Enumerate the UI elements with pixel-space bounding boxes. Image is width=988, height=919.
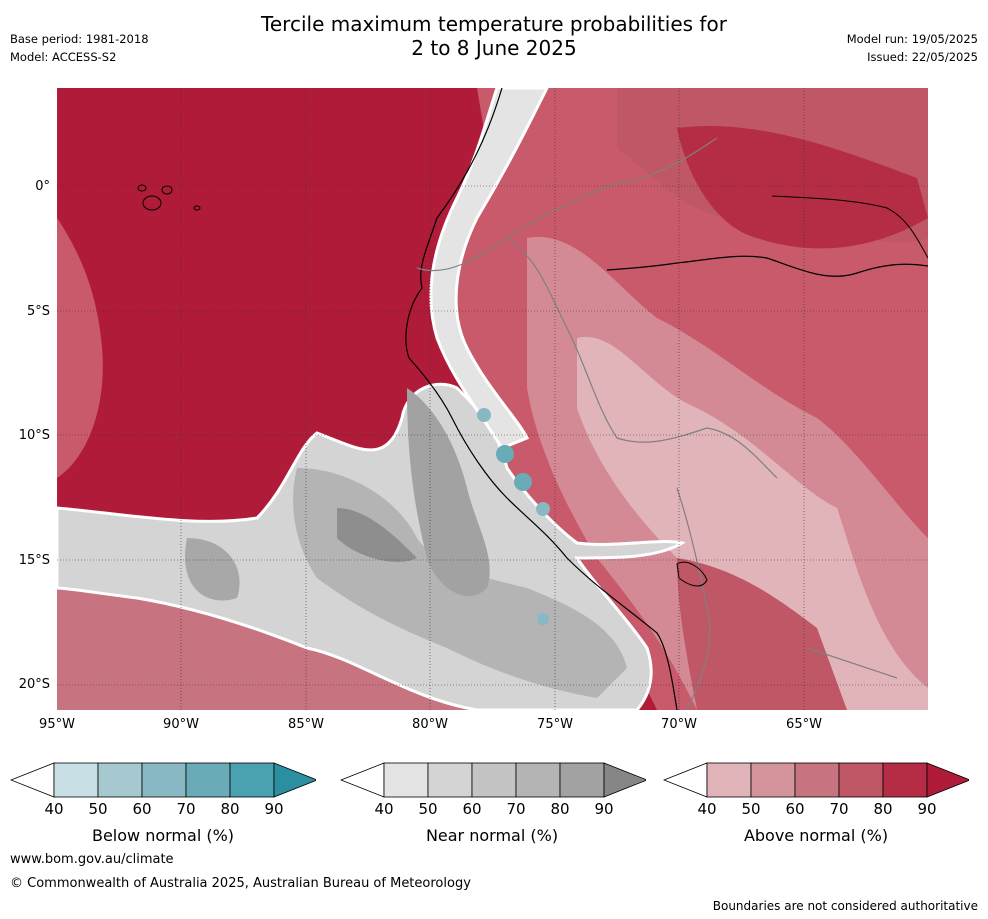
amazon-above-normal-90 <box>677 126 928 249</box>
below-normal-patch-5 <box>537 613 549 625</box>
colorbar-below-normal-swatch-3 <box>185 762 231 798</box>
meta-left: Base period: 1981-2018 Model: ACCESS-S2 <box>10 30 149 66</box>
chart-title-line1: Tercile maximum temperature probabilitie… <box>261 12 727 36</box>
chart-title: Tercile maximum temperature probabilitie… <box>0 12 988 60</box>
colorbar-near-normal-tick-90: 90 <box>594 800 614 818</box>
lon-label-65w: 65°W <box>786 717 822 732</box>
colorbar-above-normal-label: Above normal (%) <box>743 826 889 845</box>
colorbar-below-normal-swatch-0 <box>53 762 99 798</box>
colorbar-below-normal <box>10 762 316 798</box>
colorbar-above-normal-tick-80: 80 <box>873 800 893 818</box>
colorbar-above-normal-high-extension <box>926 762 969 798</box>
colorbar-above-normal-swatch-1 <box>750 762 796 798</box>
colorbar-near-normal-swatch-4 <box>559 762 605 798</box>
meta-right: Model run: 19/05/2025 Issued: 22/05/2025 <box>847 30 978 66</box>
colorbar-below-normal-swatch-2 <box>141 762 187 798</box>
lon-label-85w: 85°W <box>288 717 324 732</box>
colorbar-above-normal-swatch-0 <box>706 762 752 798</box>
colorbar-above-normal-swatch-2 <box>794 762 840 798</box>
continent-above-normal-40 <box>577 336 928 710</box>
chart-title-line2: 2 to 8 June 2025 <box>411 36 577 60</box>
lat-label-15s: 15°S <box>18 553 50 568</box>
galapagos-islands <box>137 184 201 211</box>
colorbar-near-normal <box>340 762 646 798</box>
colorbar-above-normal-tick-90: 90 <box>917 800 937 818</box>
boundaries-note: Boundaries are not considered authoritat… <box>712 899 978 913</box>
colorbar-near-normal-low-extension <box>340 762 385 798</box>
lon-label-90w: 90°W <box>163 717 199 732</box>
colorbar-above-normal-tick-60: 60 <box>785 800 805 818</box>
below-normal-patch-3 <box>514 473 532 491</box>
colorbar-below-normal-low-extension <box>10 762 55 798</box>
colorbar-above-normal-low-extension <box>663 762 708 798</box>
model-name: Model: ACCESS-S2 <box>10 50 117 64</box>
lat-label-0: 0° <box>35 179 50 194</box>
colorbar-near-normal-tick-70: 70 <box>506 800 526 818</box>
coastline <box>405 88 678 710</box>
colorbar-above-normal-tick-50: 50 <box>741 800 761 818</box>
colorbar-below-normal-swatch-1 <box>97 762 143 798</box>
colorbar-above-normal-tick-70: 70 <box>829 800 849 818</box>
near-normal-80 <box>337 508 417 562</box>
below-normal-patch-2 <box>496 445 514 463</box>
colorbar-near-normal-tick-40: 40 <box>374 800 394 818</box>
gridlines <box>57 88 928 710</box>
lat-label-5s: 5°S <box>26 304 50 319</box>
colorbar-near-normal-swatch-0 <box>383 762 429 798</box>
colorbar-near-normal-high-extension <box>603 762 646 798</box>
lon-label-80w: 80°W <box>412 717 448 732</box>
coastal-near-normal-strip <box>429 88 549 450</box>
colorbar-near-normal-tick-60: 60 <box>462 800 482 818</box>
issued-date: Issued: 22/05/2025 <box>867 50 978 64</box>
footer-copyright: © Commonwealth of Australia 2025, Austra… <box>10 876 471 891</box>
model-run: Model run: 19/05/2025 <box>846 32 978 46</box>
colorbar-near-normal-swatch-3 <box>515 762 561 798</box>
below-normal-patch-1 <box>477 408 491 422</box>
near-normal-70 <box>407 388 490 597</box>
colorbar-above-normal-tick-40: 40 <box>697 800 717 818</box>
below-normal-patch-4 <box>536 502 550 516</box>
colorbar-below-normal-tick-60: 60 <box>132 800 152 818</box>
base-period: Base period: 1981-2018 <box>10 32 149 46</box>
colorbar-near-normal-label: Near normal (%) <box>425 826 559 845</box>
lon-label-95w: 95°W <box>39 717 75 732</box>
colorbar-below-normal-swatch-4 <box>229 762 275 798</box>
west-near-normal-patch <box>185 538 240 601</box>
colorbar-below-normal-tick-80: 80 <box>220 800 240 818</box>
colorbar-above-normal <box>663 762 969 798</box>
colorbar-below-normal-tick-70: 70 <box>176 800 196 818</box>
northern-river <box>771 195 928 259</box>
colorbar-near-normal-tick-50: 50 <box>418 800 438 818</box>
colorbar-below-normal-label: Below normal (%) <box>91 826 235 845</box>
colorbar-near-normal-swatch-2 <box>471 762 517 798</box>
lat-label-10s: 10°S <box>18 428 50 443</box>
lon-label-70w: 70°W <box>661 717 697 732</box>
colorbar-below-normal-tick-90: 90 <box>264 800 284 818</box>
probability-map <box>57 88 928 710</box>
southeast-above-normal-70 <box>677 558 847 710</box>
lon-label-75w: 75°W <box>537 717 573 732</box>
footer-url: www.bom.gov.au/climate <box>10 852 174 867</box>
lake-titicaca <box>676 561 708 587</box>
colorbar-above-normal-swatch-4 <box>882 762 928 798</box>
colorbar-below-normal-tick-50: 50 <box>88 800 108 818</box>
west-ocean-above-normal-70 <box>57 218 103 478</box>
country-borders <box>416 137 898 710</box>
colorbar-near-normal-swatch-1 <box>427 762 473 798</box>
colorbar-near-normal-tick-80: 80 <box>550 800 570 818</box>
colorbar-below-normal-tick-40: 40 <box>44 800 64 818</box>
amazon-river <box>606 255 928 277</box>
lat-label-20s: 20°S <box>18 677 50 692</box>
colorbar-below-normal-high-extension <box>273 762 316 798</box>
colorbar-above-normal-swatch-3 <box>838 762 884 798</box>
